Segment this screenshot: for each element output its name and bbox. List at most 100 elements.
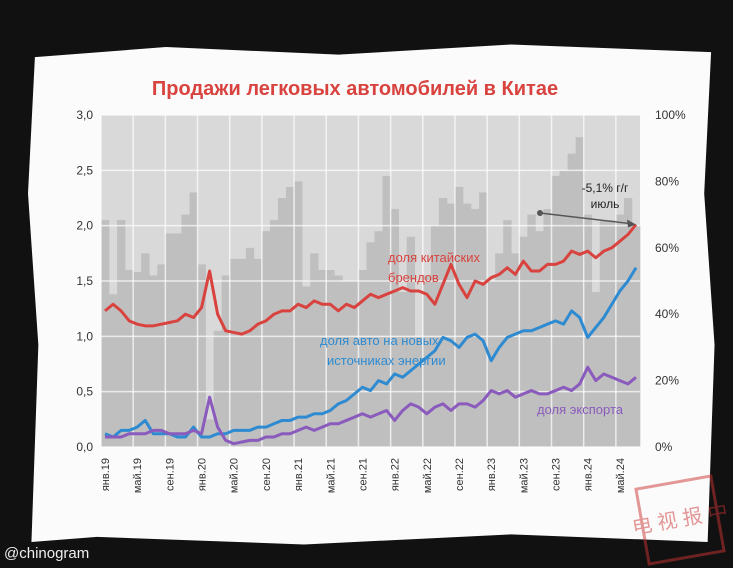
bar bbox=[245, 247, 255, 447]
x-axis-tick: май.24 bbox=[615, 458, 627, 493]
bar bbox=[406, 236, 416, 447]
bar bbox=[197, 264, 206, 447]
bar bbox=[157, 264, 166, 447]
bar bbox=[519, 236, 528, 447]
bar bbox=[205, 419, 214, 447]
bar bbox=[221, 275, 231, 447]
chart-title: Продажи легковых автомобилей в Китае bbox=[152, 78, 558, 100]
x-axis-tick: сен.20 bbox=[261, 458, 273, 491]
bar bbox=[366, 242, 375, 447]
x-axis-tick: янв.21 bbox=[293, 458, 305, 491]
x-axis-tick: янв.22 bbox=[390, 458, 402, 491]
left-axis-tick: 1,0 bbox=[76, 329, 93, 343]
bar bbox=[575, 137, 584, 447]
right-axis-tick: 80% bbox=[655, 174, 679, 188]
x-axis-tick: май.22 bbox=[422, 458, 434, 493]
bar bbox=[471, 209, 480, 447]
x-axis-tick: сен.22 bbox=[454, 458, 466, 491]
stamp-text: 电 视 报 中 bbox=[630, 500, 729, 539]
bar bbox=[165, 233, 174, 447]
left-axis-tick: 1,5 bbox=[76, 274, 93, 288]
bar bbox=[117, 220, 126, 447]
arrowhead-icon bbox=[626, 219, 636, 228]
x-axis-tick: янв.19 bbox=[100, 458, 112, 491]
x-axis-tick: сен.21 bbox=[357, 458, 369, 491]
bar bbox=[125, 269, 134, 447]
annotation-arrow bbox=[539, 212, 631, 225]
label-nev-1: доля авто на новых bbox=[320, 333, 439, 348]
bar bbox=[583, 214, 593, 447]
bar bbox=[398, 292, 408, 447]
bar bbox=[173, 233, 182, 447]
label-chinese-brands-1: доля китайских bbox=[388, 250, 480, 265]
bar bbox=[446, 203, 456, 447]
bar bbox=[310, 253, 319, 447]
label-chinese-brands-2: брендов bbox=[388, 270, 439, 285]
bar bbox=[559, 170, 568, 448]
bar bbox=[302, 286, 311, 447]
bar bbox=[454, 186, 464, 447]
bar bbox=[229, 258, 239, 447]
bar bbox=[277, 198, 287, 447]
bar bbox=[261, 231, 271, 447]
x-axis-tick: янв.24 bbox=[583, 458, 595, 491]
left-axis-tick: 3,0 bbox=[76, 108, 93, 122]
right-axis-tick: 60% bbox=[655, 241, 679, 255]
bar bbox=[463, 203, 472, 447]
bar bbox=[294, 181, 303, 447]
x-axis-tick: сен.19 bbox=[164, 458, 176, 491]
right-axis-tick: 0% bbox=[655, 440, 673, 454]
bar bbox=[390, 209, 399, 447]
bar bbox=[438, 198, 448, 447]
bar bbox=[623, 198, 633, 447]
bar bbox=[591, 292, 601, 447]
left-axis-tick: 0,0 bbox=[76, 440, 93, 454]
label-nev-2: источниках энергии bbox=[327, 353, 446, 368]
stamp: 电 视 报 中 bbox=[630, 474, 730, 566]
left-axis-tick: 2,5 bbox=[76, 163, 93, 177]
right-axis-tick: 40% bbox=[655, 307, 679, 321]
annotation-dot bbox=[537, 210, 543, 216]
bar bbox=[318, 269, 327, 447]
bar bbox=[495, 253, 504, 447]
bar bbox=[543, 209, 552, 447]
bar bbox=[350, 281, 359, 447]
right-axis-tick: 20% bbox=[655, 374, 679, 388]
bar bbox=[133, 272, 142, 447]
bar bbox=[101, 220, 110, 447]
bar bbox=[551, 175, 560, 447]
annotation-yoy: -5,1% г/г bbox=[582, 181, 629, 195]
bar bbox=[253, 258, 263, 447]
bar bbox=[237, 258, 247, 447]
bar bbox=[342, 281, 351, 447]
bar bbox=[326, 269, 335, 447]
bar bbox=[382, 175, 391, 447]
bar bbox=[358, 269, 367, 447]
bar bbox=[422, 275, 432, 447]
bar bbox=[149, 275, 158, 447]
bar bbox=[487, 281, 496, 447]
bar bbox=[181, 214, 190, 447]
bar bbox=[189, 192, 198, 447]
bar bbox=[503, 220, 512, 447]
bar bbox=[286, 186, 295, 447]
x-axis-tick: май.21 bbox=[325, 458, 337, 493]
bar bbox=[141, 253, 150, 447]
right-axis-tick: 100% bbox=[655, 108, 686, 122]
bar bbox=[213, 330, 222, 447]
bar bbox=[615, 214, 625, 447]
watermark-handle: @chinogram bbox=[4, 545, 90, 562]
annotation-month: июль bbox=[591, 197, 620, 211]
bar bbox=[535, 231, 544, 447]
bar bbox=[599, 220, 609, 447]
left-axis-tick: 2,0 bbox=[76, 219, 93, 233]
left-axis-tick: 0,5 bbox=[76, 385, 93, 399]
x-axis-tick: янв.20 bbox=[197, 458, 209, 491]
bar bbox=[269, 220, 279, 447]
x-axis-tick: май.19 bbox=[132, 458, 144, 493]
bar bbox=[374, 231, 383, 447]
bar bbox=[109, 294, 118, 447]
x-axis-tick: май.20 bbox=[229, 458, 241, 493]
x-axis-tick: сен.23 bbox=[551, 458, 563, 491]
